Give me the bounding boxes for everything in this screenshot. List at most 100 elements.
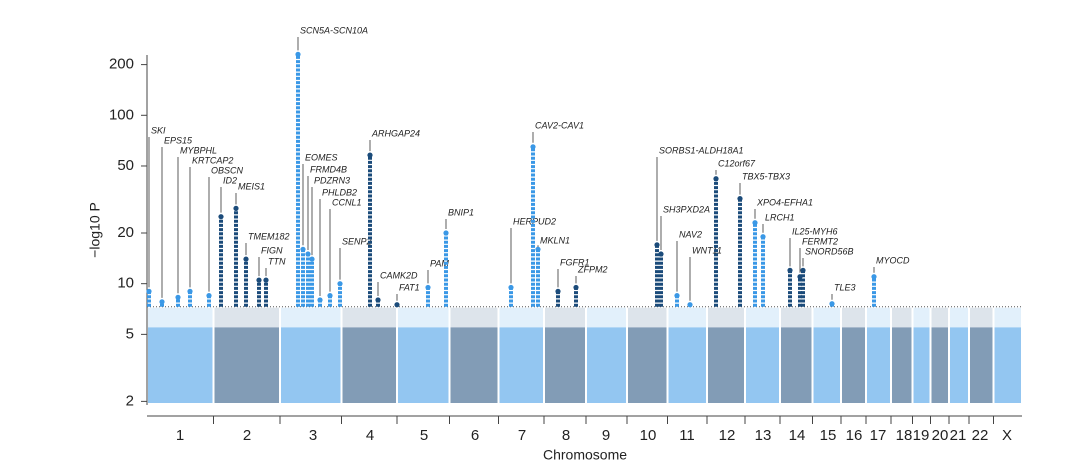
locus-peak [305,251,311,257]
chromosome-band [708,327,744,403]
x-tick-label: 7 [518,427,526,444]
locus-peak [443,230,449,236]
chromosome-band [746,327,779,403]
chromosome-band [148,327,213,403]
chromosome-band [950,327,968,403]
locus-peak [159,299,165,305]
chromosome-band [342,307,396,328]
chromosome-band [913,307,930,328]
chromosome-band [781,327,812,403]
x-tick-label: 11 [679,427,695,444]
locus-peak [263,277,269,283]
gene-label: SKI [151,125,166,135]
gene-label: MEIS1 [238,181,265,191]
gene-label: PAM [430,258,449,268]
locus-peak [218,214,224,220]
locus-peak [256,277,262,283]
y-tick-label: 100 [109,106,134,123]
x-tick-label: 18 [896,427,913,444]
x-tick-label: 8 [562,427,570,444]
x-tick-label: 15 [820,427,837,444]
chromosome-band [450,307,498,328]
gene-label: C12orf67 [718,158,756,168]
locus-peak [687,302,693,308]
gene-label: TMEM182 [248,231,290,241]
locus-peak [367,152,373,158]
gene-label: EOMES [305,152,338,162]
x-tick-label: 19 [913,427,930,444]
chromosome-band [892,327,912,403]
locus-peak [555,288,561,294]
x-tick-label: 21 [950,427,967,444]
gene-label: BNIP1 [448,207,474,217]
locus-peak [829,301,835,307]
x-tick-label: 4 [366,427,374,444]
chromosome-band [867,307,890,328]
locus-peak [243,256,249,262]
chromosome-band [668,307,706,328]
locus-peak [317,297,323,303]
gene-label: TTN [268,256,286,266]
chromosome-band [842,307,865,328]
locus-peak [187,288,193,294]
gene-label: TLE3 [834,282,856,292]
gene-label: SH3PXD2A [663,204,710,214]
x-tick-label: 1 [176,427,184,444]
locus-peak [233,205,239,211]
chromosome-band [281,327,341,403]
chromosome-band [892,307,912,328]
chromosome-band [450,327,498,403]
locus-peak [800,267,806,273]
locus-peak [425,284,431,291]
chromosome-band [994,327,1021,403]
x-tick-label: 14 [789,427,806,444]
chromosome-band [842,327,865,403]
x-tick-label: 17 [870,427,887,444]
chromosome-band [148,307,213,328]
gene-label: SORBS1-ALDH18A1 [659,145,744,155]
chromosome-band [867,327,890,403]
locus-peak [871,274,877,280]
chromosome-band [587,307,626,328]
x-tick-label: 22 [972,427,989,444]
gene-label: CCNL1 [332,197,362,207]
chromosome-band [668,327,706,403]
gene-label: EPS15 [164,135,193,145]
chromosome-band [781,307,812,328]
chromosome-band [628,307,667,328]
gene-label: IL25-MYH6 [792,226,838,236]
locus-peak [508,284,514,291]
chromosome-band [931,307,948,328]
x-tick-label: 16 [846,427,863,444]
x-axis-title: Chromosome [543,447,627,463]
chromosome-band [398,307,449,328]
locus-peak [327,292,333,299]
gene-label: XPO4-EFHA1 [756,197,813,207]
chromosome-band [950,307,968,328]
locus-peak [300,246,306,252]
locus-peak [737,196,743,202]
locus-peak [394,302,400,308]
gene-label: FERMT2 [802,236,838,246]
locus-peak [573,284,579,291]
chromosome-band [281,307,341,328]
locus-peak [206,292,212,299]
locus-peak [658,251,664,257]
x-tick-label: 6 [471,427,479,444]
locus-peak [295,51,301,57]
gene-label: CAMK2D [380,270,418,280]
gene-label: MYOCD [876,255,910,265]
gene-label: TBX5-TBX3 [742,171,790,181]
chromosome-band [214,307,279,328]
gene-label: NAV2 [679,229,702,239]
y-tick-label: 2 [126,392,134,409]
y-tick-label: 20 [117,224,134,241]
chromosome-band [499,307,543,328]
gene-label: SCN5A-SCN10A [300,25,368,35]
chromosome-band [545,307,585,328]
chromosome-band [970,327,993,403]
gene-label: FIGN [261,245,283,255]
locus-peak [530,144,536,150]
y-tick-label: 5 [126,325,134,342]
